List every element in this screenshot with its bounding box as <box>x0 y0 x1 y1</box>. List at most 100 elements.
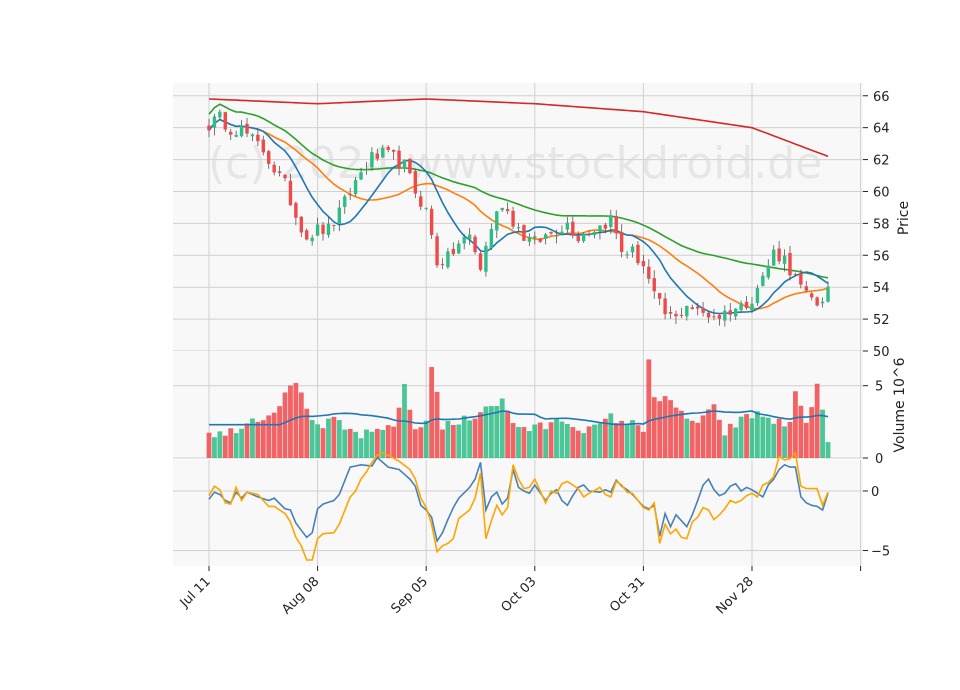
volume-bar <box>391 426 397 458</box>
volume-bar <box>727 423 733 458</box>
volume-bar <box>364 429 369 458</box>
candle-body <box>543 234 548 239</box>
candle-body <box>723 310 727 321</box>
candle-body <box>755 288 760 304</box>
volume-bar <box>733 427 739 458</box>
price-tick-label: 54 <box>873 281 890 296</box>
volume-bar <box>429 367 435 458</box>
price-tick-label: 60 <box>873 185 890 200</box>
candle-body <box>647 266 651 279</box>
volume-bar <box>244 423 250 458</box>
volume-moving-average <box>209 410 829 426</box>
volume-bar <box>358 438 364 458</box>
candle-body <box>657 293 662 299</box>
date-tick-label: Sep 05 <box>388 574 431 617</box>
candle-body <box>451 248 456 255</box>
candle-body <box>294 203 298 218</box>
volume-bar <box>260 420 266 458</box>
candle-body <box>815 297 819 306</box>
volume-bar <box>640 431 646 458</box>
candle-body <box>326 223 331 236</box>
oscillator-tick-label: 0 <box>871 485 879 500</box>
volume-bar <box>423 420 429 458</box>
volume-bar <box>760 416 766 458</box>
volume-bar <box>445 420 451 458</box>
candle-body <box>332 224 336 226</box>
date-tick-label: Jul 11 <box>177 574 214 611</box>
volume-bar <box>717 419 722 458</box>
candle-body <box>592 231 597 236</box>
candle-body <box>652 278 656 292</box>
candle-body <box>397 150 401 169</box>
candle-body <box>315 224 320 236</box>
volume-bar <box>309 420 315 458</box>
volume-tick-label: 5 <box>875 380 883 395</box>
volume-bar <box>412 429 418 458</box>
volume-bar <box>749 418 755 458</box>
volume-bar <box>326 418 331 458</box>
candle-body <box>527 236 532 242</box>
candle-body <box>435 236 439 266</box>
volume-bar <box>233 433 239 458</box>
candle-body <box>353 180 358 195</box>
volume-bar <box>630 420 635 458</box>
volume-bar <box>668 400 673 458</box>
candle-body <box>695 306 700 309</box>
candle-body <box>533 236 537 239</box>
candle-body <box>668 311 673 314</box>
volume-bar <box>347 428 353 458</box>
volume-bar <box>765 417 771 458</box>
watermark: (c) 2024 www.stockdroid.de <box>208 138 822 189</box>
price-panel-background <box>173 83 863 351</box>
volume-bar <box>418 427 424 458</box>
volume-bars <box>206 359 831 458</box>
candle-body <box>603 224 608 229</box>
volume-bar <box>689 420 695 458</box>
volume-bar <box>619 420 625 458</box>
candle-body <box>733 308 738 317</box>
volume-bar <box>537 422 543 458</box>
volume-bar <box>488 406 494 458</box>
date-tick-label: Oct 03 <box>498 574 539 615</box>
volume-bar <box>678 410 684 458</box>
candle-body <box>440 264 445 266</box>
volume-bar <box>385 425 391 458</box>
volume-bar <box>776 418 782 458</box>
price-tick-label: 64 <box>873 122 890 137</box>
volume-bar <box>711 404 717 458</box>
volume-bar <box>510 423 516 458</box>
volume-bar <box>483 406 489 458</box>
candle-body <box>375 153 380 159</box>
candle-body <box>766 265 770 278</box>
candle-body <box>598 225 602 232</box>
candle-body <box>810 293 814 298</box>
candle-body <box>614 216 618 234</box>
price-tick-label: 66 <box>873 90 890 105</box>
oscillator-tick-label: −5 <box>871 545 890 560</box>
candle-body <box>744 301 749 309</box>
volume-bar <box>608 413 614 458</box>
volume-bar <box>505 411 511 458</box>
volume-bar <box>222 435 228 458</box>
volume-bar <box>586 426 592 458</box>
volume-bar <box>478 412 483 458</box>
candle-body <box>554 235 559 237</box>
volume-bar <box>575 430 581 458</box>
volume-bar <box>239 428 244 458</box>
volume-bar <box>288 385 293 458</box>
candle-body <box>381 147 385 158</box>
candle-body <box>619 232 624 252</box>
candle-body <box>576 235 580 242</box>
candle-body <box>630 246 635 253</box>
candle-body <box>218 111 222 118</box>
volume-bar <box>695 422 701 458</box>
moving-average-line <box>208 103 829 279</box>
volume-bar <box>315 424 320 458</box>
candle-body <box>245 123 249 134</box>
candlesticks <box>207 109 830 327</box>
candle-body <box>587 233 591 235</box>
volume-bar <box>380 429 386 458</box>
volume-axis-ticks: 05 <box>863 380 883 467</box>
candle-body <box>505 209 510 211</box>
